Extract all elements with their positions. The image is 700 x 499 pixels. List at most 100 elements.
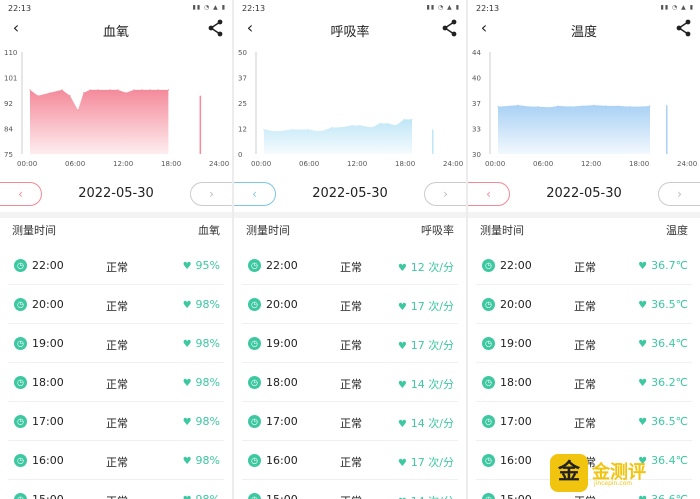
share-icon[interactable] xyxy=(440,18,460,38)
measure-status: 正常 xyxy=(574,261,596,274)
list-item[interactable]: ◷ 18:00 正常 ♥ 98% xyxy=(8,363,224,402)
prev-day-button[interactable]: ‹ xyxy=(234,182,276,206)
list-item[interactable]: ◷ 15:00 正常 ♥ 36.6℃ xyxy=(476,480,692,499)
data-point xyxy=(291,128,293,131)
data-point xyxy=(61,89,63,91)
next-day-button[interactable]: › xyxy=(190,182,232,206)
data-point xyxy=(77,109,79,111)
watermark-text: 金测评 xyxy=(592,462,646,483)
measure-time: 19:00 xyxy=(500,337,532,350)
data-point xyxy=(29,89,31,91)
clock-icon: ◷ xyxy=(14,259,27,272)
heart-icon: ♥ xyxy=(182,339,192,350)
list-item[interactable]: ◷ 17:00 正常 ♥ 98% xyxy=(8,402,224,441)
measure-status: 正常 xyxy=(340,300,362,313)
measure-time: 22:00 xyxy=(266,259,298,272)
y-tick-label: 40 xyxy=(472,75,481,83)
measure-status: 正常 xyxy=(340,378,362,391)
measure-time: 16:00 xyxy=(500,454,532,467)
list-item[interactable]: ◷ 20:00 正常 ♥ 98% xyxy=(8,285,224,324)
list-item[interactable]: ◷ 17:00 正常 ♥ 36.5℃ xyxy=(476,402,692,441)
next-day-button[interactable]: › xyxy=(424,182,466,206)
data-point xyxy=(371,126,373,129)
measure-status: 正常 xyxy=(106,339,128,352)
measure-value: ♥ 95% xyxy=(183,259,220,272)
date-bar: ‹ 2022-05-30 › xyxy=(0,180,232,208)
measure-value-text: 98% xyxy=(195,337,220,350)
list-time-header: 测量时间 xyxy=(246,224,290,237)
list-item[interactable]: ◷ 18:00 正常 ♥ 36.2℃ xyxy=(476,363,692,402)
data-point xyxy=(581,105,583,107)
data-point xyxy=(509,105,511,107)
heart-icon: ♥ xyxy=(638,495,647,499)
list-item[interactable]: ◷ 17:00 正常 ♥ 14 次/分 xyxy=(242,402,458,441)
clock-icon: ◷ xyxy=(14,298,27,311)
back-icon[interactable]: ‹ xyxy=(480,18,488,37)
measure-time: 16:00 xyxy=(266,454,298,467)
next-day-button[interactable]: › xyxy=(658,182,700,206)
list-item[interactable]: ◷ 19:00 正常 ♥ 36.4℃ xyxy=(476,324,692,363)
measure-value-text: 36.7℃ xyxy=(651,259,688,272)
data-point xyxy=(549,106,551,108)
measure-value: ♥ 36.6℃ xyxy=(638,493,688,499)
data-point xyxy=(359,124,361,127)
y-tick-label: 110 xyxy=(4,49,17,57)
list-item[interactable]: ◷ 18:00 正常 ♥ 14 次/分 xyxy=(242,363,458,402)
data-point xyxy=(69,95,71,97)
measure-status: 正常 xyxy=(106,300,128,313)
heart-icon: ♥ xyxy=(182,456,192,467)
y-tick-label: 37 xyxy=(238,75,247,83)
list-item[interactable]: ◷ 16:00 正常 ♥ 17 次/分 xyxy=(242,441,458,480)
list-item[interactable]: ◷ 16:00 正常 ♥ 98% xyxy=(8,441,224,480)
list-time-header: 测量时间 xyxy=(12,224,56,237)
temperature-panel: 22:13 ▮▮ ◔ ▲ ▮ ‹ 温度 44 40 37 33 30 00:00 06:00… xyxy=(468,0,700,499)
y-tick-label: 84 xyxy=(4,126,13,134)
data-point xyxy=(497,106,499,108)
data-point xyxy=(37,95,39,97)
measure-value-text: 36.5℃ xyxy=(651,415,688,428)
data-point xyxy=(605,105,607,107)
measure-status: 正常 xyxy=(340,339,362,352)
list-item[interactable]: ◷ 22:00 正常 ♥ 95% xyxy=(8,246,224,285)
measure-time: 17:00 xyxy=(32,415,64,428)
share-icon[interactable] xyxy=(206,18,226,38)
list-item[interactable]: ◷ 15:00 正常 ♥ 98% xyxy=(8,480,224,499)
prev-day-button[interactable]: ‹ xyxy=(468,182,510,206)
y-tick-label: 30 xyxy=(472,151,481,159)
watermark-logo: 金 金测评 jincepin.com xyxy=(550,452,690,494)
status-time: 22:13 xyxy=(242,4,266,13)
clock-icon: ◷ xyxy=(482,454,495,467)
measure-value-text: 14 次/分 xyxy=(410,417,454,430)
measure-value: ♥14 次/分 xyxy=(398,376,454,392)
clock-icon: ◷ xyxy=(482,298,495,311)
x-tick-label: 18:00 xyxy=(395,160,415,168)
back-icon[interactable]: ‹ xyxy=(12,18,20,37)
data-point xyxy=(307,128,309,131)
clock-icon: ◷ xyxy=(248,337,261,350)
measure-status: 正常 xyxy=(340,417,362,430)
list-item[interactable]: ◷ 20:00 正常 ♥ 17 次/分 xyxy=(242,285,458,324)
list-item[interactable]: ◷ 22:00 正常 ♥ 36.7℃ xyxy=(476,246,692,285)
measure-value-text: 12 次/分 xyxy=(410,261,454,274)
list-item[interactable]: ◷ 22:00 正常 ♥ 12 次/分 xyxy=(242,246,458,285)
list-item[interactable]: ◷ 15:00 正常 ♥ 14 次/分 xyxy=(242,480,458,499)
data-point xyxy=(649,105,651,107)
measure-value-text: 36.5℃ xyxy=(651,298,688,311)
list-item[interactable]: ◷ 19:00 正常 ♥ 98% xyxy=(8,324,224,363)
data-point xyxy=(351,124,353,127)
list-item[interactable]: ◷ 19:00 正常 ♥ 17 次/分 xyxy=(242,324,458,363)
prev-day-button[interactable]: ‹ xyxy=(0,182,42,206)
status-bar: 22:13 ▮▮ ◔ ▲ ▮ xyxy=(0,0,232,16)
trend-chart: 50 37 25 12 0 00:00 06:00 12:00 18:00 24:00 xyxy=(238,49,463,168)
heart-icon: ♥ xyxy=(397,302,407,313)
measure-time: 15:00 xyxy=(266,493,298,499)
trend-chart: 44 40 37 33 30 00:00 06:00 12:00 18:00 24:00 xyxy=(472,49,697,168)
data-point xyxy=(83,92,85,94)
page-title: 血氧 xyxy=(102,25,129,40)
share-icon[interactable] xyxy=(674,18,694,38)
list-item[interactable]: ◷ 20:00 正常 ♥ 36.5℃ xyxy=(476,285,692,324)
x-tick-label: 00:00 xyxy=(485,160,505,168)
back-icon[interactable]: ‹ xyxy=(246,18,254,37)
data-point xyxy=(517,104,519,106)
measure-value: ♥ 36.7℃ xyxy=(638,259,688,272)
